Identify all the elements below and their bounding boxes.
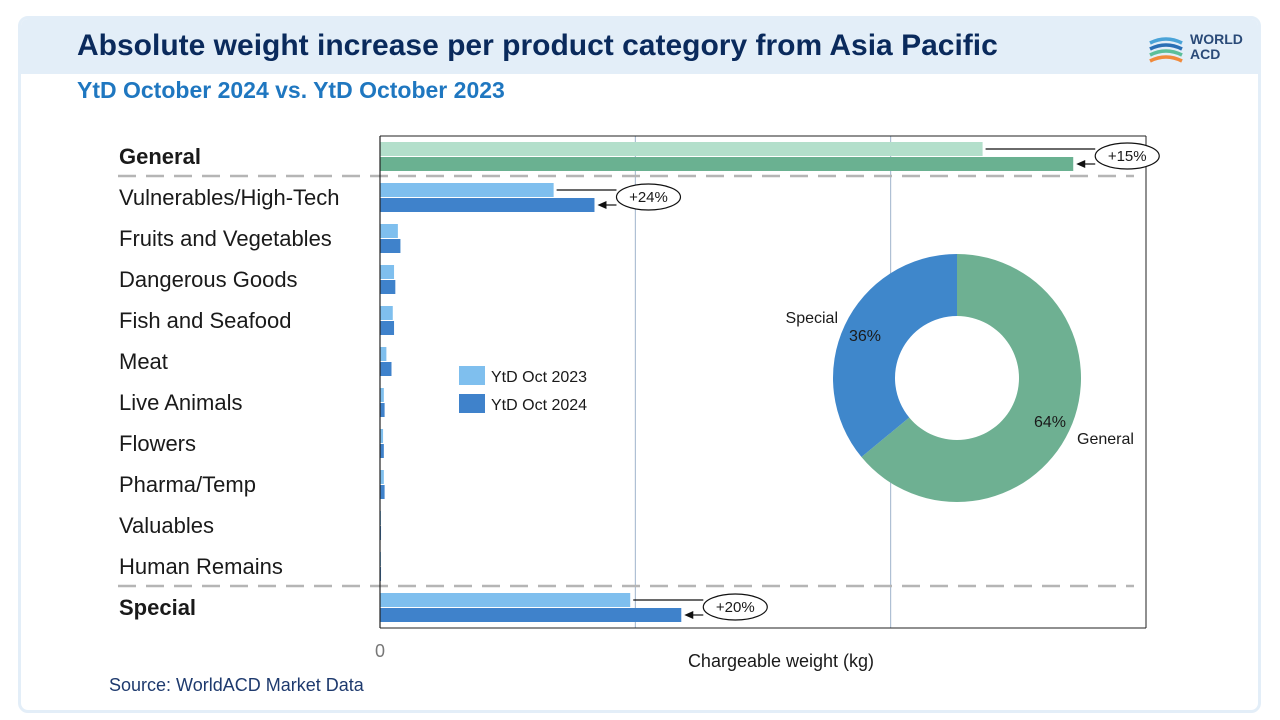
category-label-8: Pharma/Temp [119,472,256,497]
callout-ellipse-0 [1094,142,1160,170]
callout-ellipse-1 [615,183,682,211]
bar-2023-0 [380,142,983,156]
bar-2024-5 [380,362,392,376]
category-label-7: Flowers [119,431,196,456]
bar-2024-0 [380,157,1074,171]
category-label-11: Special [119,595,196,620]
bar-2023-3 [380,265,395,279]
category-label-6: Live Animals [119,390,243,415]
bar-2023-4 [380,306,393,320]
donut-label-general: General [1077,431,1134,448]
callout-ellipse-2 [702,593,768,621]
callout-arrow-0 [1076,160,1086,168]
callout-text-0: +15% [1108,148,1147,165]
bar-2023-11 [380,593,631,607]
category-label-4: Fish and Seafood [119,308,291,333]
bar-2024-3 [380,280,396,294]
logo-text: WORLD ACD [1190,32,1243,62]
legend-swatch-2023 [459,366,485,385]
source-note: Source: WorldACD Market Data [109,675,364,695]
category-label-9: Valuables [119,513,214,538]
bar-2024-4 [380,321,395,335]
bar-2024-7 [380,444,384,458]
callout-text-2: +20% [716,599,755,616]
bar-2023-6 [380,388,384,402]
donut-value-special: 36% [849,328,881,345]
x-tick-label-0: 0 [375,641,385,661]
bar-2024-2 [380,239,401,253]
legend-label-2023: YtD Oct 2023 [491,369,587,386]
bar-2024-1 [380,198,595,212]
category-label-5: Meat [119,349,168,374]
category-label-1: Vulnerables/High-Tech [119,185,340,210]
callout-arrow-2 [684,611,694,619]
chart-title: Absolute weight increase per product cat… [77,29,998,62]
bar-2023-7 [380,429,384,443]
bar-2024-6 [380,403,385,417]
legend-label-2024: YtD Oct 2024 [491,397,587,414]
donut-slice-special [833,254,957,458]
logo-text-line2: ACD [1190,46,1221,62]
callout-arrow-1 [597,201,607,209]
legend-swatch-2024 [459,394,485,413]
chart-subtitle: YtD October 2024 vs. YtD October 2023 [77,77,505,103]
worldacd-logo: WORLD ACD [1146,29,1256,69]
bar-2023-5 [380,347,387,361]
bar-2024-11 [380,608,682,622]
callout-text-1: +24% [629,189,668,206]
category-label-2: Fruits and Vegetables [119,226,332,251]
donut-value-general: 64% [1034,414,1066,431]
bar-2023-1 [380,183,554,197]
bar-2024-8 [380,485,385,499]
x-axis-title: Chargeable weight (kg) [688,651,874,671]
bar-2023-2 [380,224,398,238]
header-band [21,19,1258,74]
category-label-10: Human Remains [119,554,283,579]
donut-label-special: Special [786,310,838,327]
bar-2023-8 [380,470,384,484]
logo-text-line1: WORLD [1190,31,1243,47]
category-label-3: Dangerous Goods [119,267,298,292]
donut-slice-general [861,254,1081,503]
category-label-0: General [119,144,201,169]
logo-waves-icon [1149,37,1183,63]
